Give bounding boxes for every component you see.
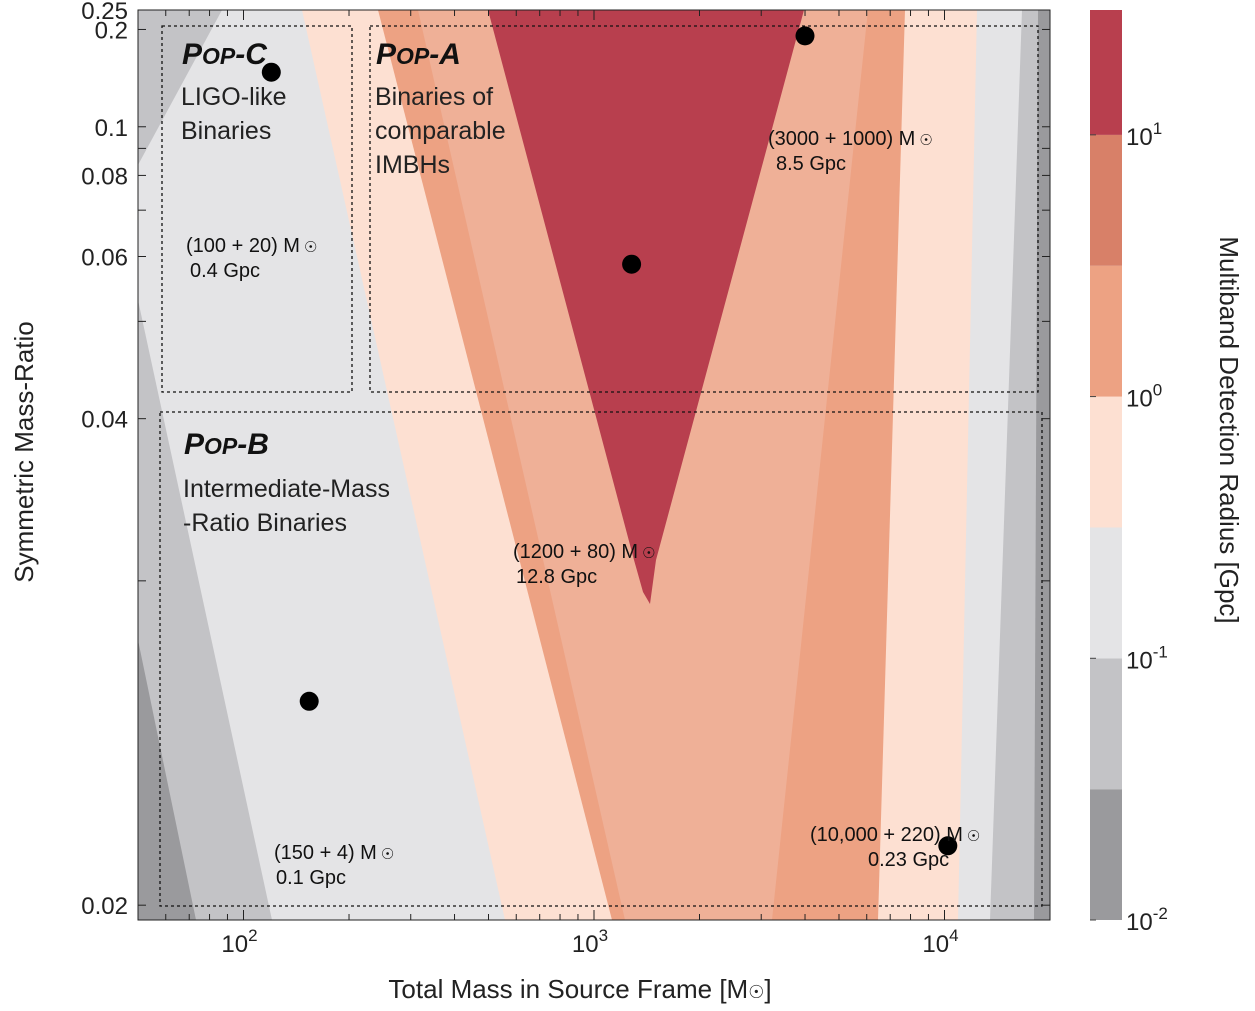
- data-point-label: (150 + 4) M ☉: [274, 842, 394, 864]
- colorbar: 10-2 10-1 100 101: [1090, 10, 1168, 936]
- data-point-label: (1200 + 80) M ☉: [513, 541, 656, 563]
- y-tick-label: 0.1: [95, 115, 128, 142]
- population-description: Binaries: [181, 117, 271, 145]
- data-point-label: (100 + 20) M ☉: [186, 235, 317, 257]
- colorbar-segment: [1090, 265, 1122, 397]
- y-tick-label: 0.06: [81, 244, 128, 271]
- data-point-distance: 12.8 Gpc: [516, 566, 597, 588]
- data-point-distance: 0.4 Gpc: [190, 260, 260, 282]
- population-box: [161, 25, 353, 393]
- y-tick-label: 0.25: [81, 0, 128, 25]
- data-point-distance: 8.5 Gpc: [776, 153, 846, 175]
- population-description: Intermediate-Mass: [183, 475, 390, 503]
- x-tick-label: 103: [572, 926, 608, 958]
- population-description: -Ratio Binaries: [183, 509, 347, 537]
- population-box: [159, 411, 1043, 907]
- colorbar-tick-label: 10-1: [1126, 642, 1168, 674]
- x-tick-label: 102: [221, 926, 257, 958]
- population-title: POP-C: [182, 38, 268, 71]
- population-title: POP-B: [184, 428, 269, 461]
- population-description: LIGO-like: [181, 83, 287, 111]
- colorbar-segment: [1090, 10, 1122, 135]
- colorbar-segment: [1090, 789, 1122, 920]
- data-point-label: (10,000 + 220) M ☉: [810, 824, 980, 846]
- data-point: [795, 26, 815, 46]
- data-points: (100 + 20) M ☉ 0.4 Gpc (3000 + 1000) M ☉ 8.5 …: [186, 26, 980, 889]
- data-point-label: (3000 + 1000) M ☉: [768, 128, 933, 150]
- y-tick-label: 0.04: [81, 407, 128, 434]
- contour-regions: [138, 10, 1050, 920]
- population-box: [369, 25, 1039, 393]
- data-point: [261, 62, 281, 82]
- x-tick-label: 104: [922, 926, 958, 958]
- colorbar-segment: [1090, 658, 1122, 790]
- colorbar-tick-label: 101: [1126, 119, 1162, 151]
- y-tick-label: 0.2: [95, 17, 128, 44]
- data-point: [299, 691, 319, 711]
- data-point-distance: 0.1 Gpc: [276, 867, 346, 889]
- data-point: [622, 254, 642, 274]
- y-tick-label: 0.08: [81, 163, 128, 190]
- x-axis: 102 103 104: [137, 10, 1051, 958]
- y-axis: 0.250.2 0.1 0.08 0.06 0.04 0.02: [81, 0, 1050, 920]
- colorbar-tick-label: 100: [1126, 381, 1162, 413]
- colorbar-tick-label: 10-2: [1126, 904, 1168, 936]
- x-axis-title: Total Mass in Source Frame [M☉]: [388, 974, 771, 1004]
- colorbar-segment: [1090, 396, 1122, 528]
- population-description: Binaries of: [375, 83, 493, 111]
- colorbar-title: Multiband Detection Radius [Gpc]: [1214, 236, 1244, 623]
- population-description: IMBHs: [375, 151, 450, 179]
- data-point: [938, 836, 958, 856]
- data-point-distance: 0.23 Gpc: [868, 849, 949, 871]
- region-band-6: [488, 10, 804, 604]
- y-tick-label: 0.02: [81, 893, 128, 920]
- population-description: comparable: [375, 117, 506, 145]
- population-boxes: POP-C LIGO-like Binaries POP-A Binaries of co…: [159, 25, 1043, 907]
- colorbar-segment: [1090, 527, 1122, 659]
- y-axis-title: Symmetric Mass-Ratio: [9, 321, 39, 582]
- population-title: POP-A: [376, 38, 461, 71]
- colorbar-segment: [1090, 134, 1122, 266]
